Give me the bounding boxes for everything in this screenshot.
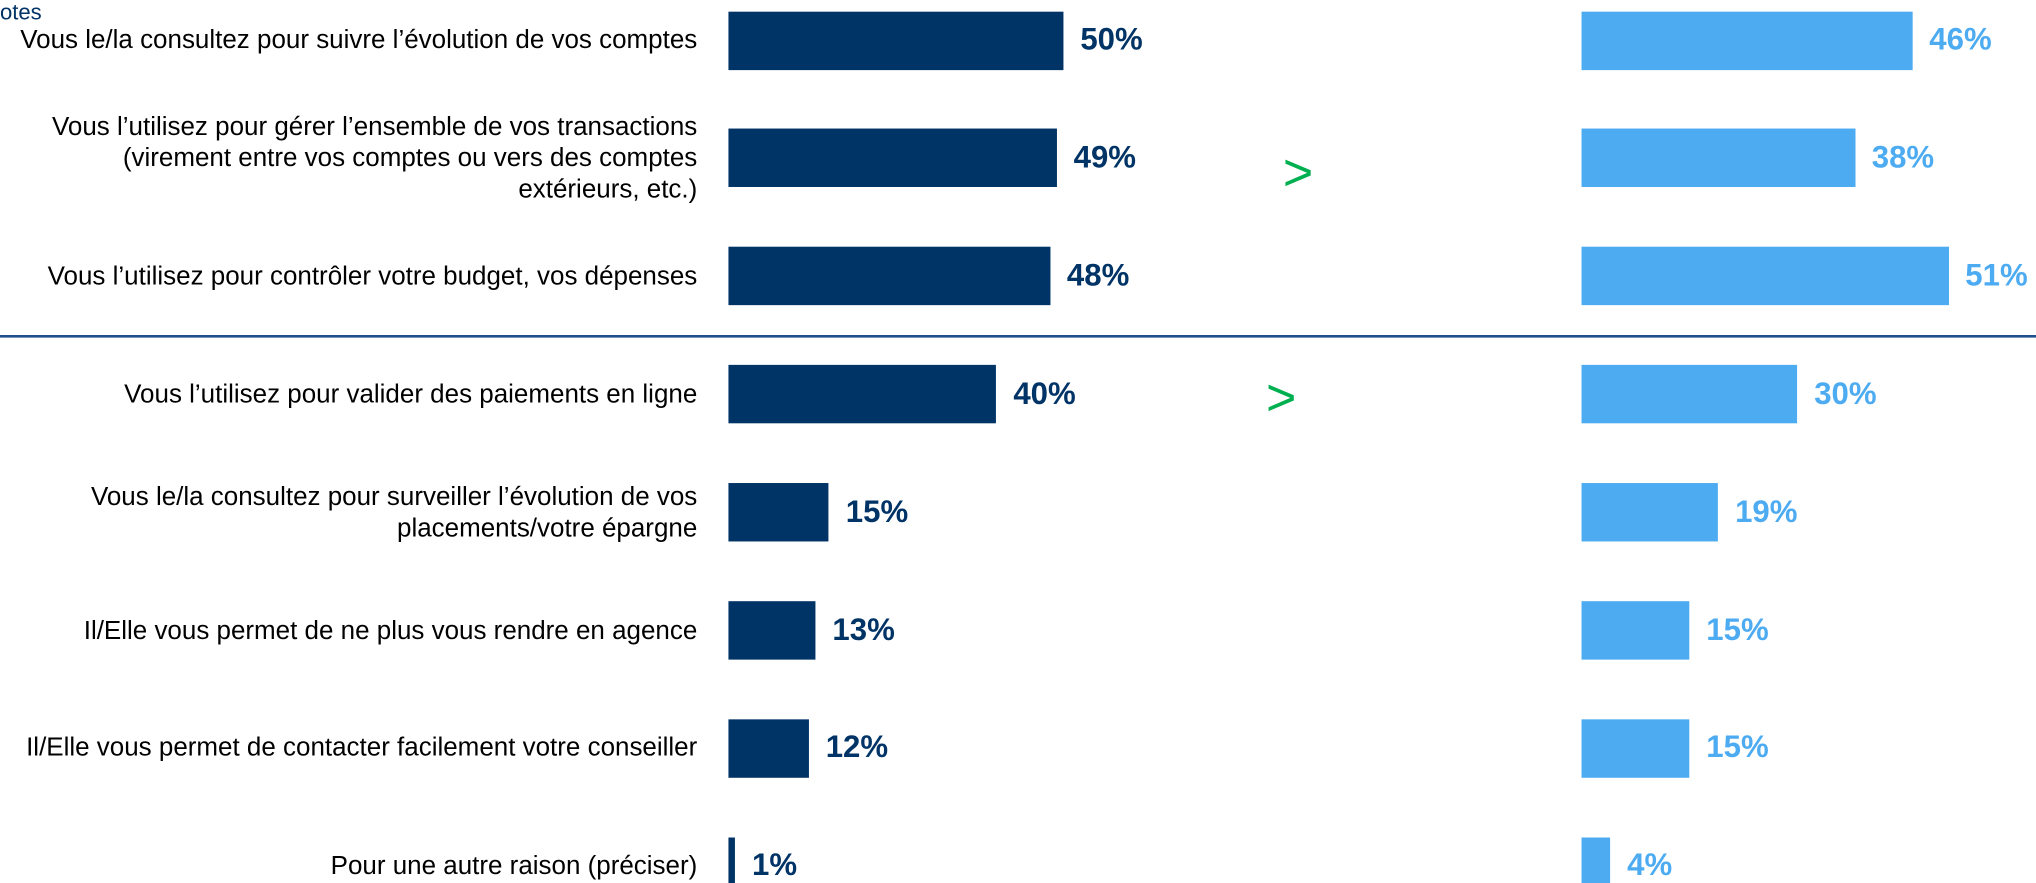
- bar: [1581, 11, 1913, 70]
- value-label: 13%: [832, 612, 895, 648]
- bar: [1581, 837, 1611, 883]
- value-label: 19%: [1735, 494, 1798, 530]
- category-label: Pour une autre raison (préciser): [330, 852, 698, 881]
- note: otes: [0, 0, 42, 25]
- bar: [728, 11, 1064, 70]
- value-label: 40%: [1013, 376, 1076, 412]
- bar: [728, 483, 829, 542]
- value-label: 30%: [1814, 376, 1877, 412]
- bar: [1581, 365, 1798, 424]
- bar: [728, 129, 1057, 188]
- bar: [1581, 601, 1690, 660]
- bar: [1581, 483, 1719, 542]
- value-label: 15%: [1706, 612, 1769, 648]
- bar: [1581, 719, 1690, 778]
- category-label: Il/Elle vous permet de contacter facilem…: [26, 734, 698, 763]
- bar: [728, 601, 816, 660]
- value-label: 1%: [752, 848, 798, 883]
- value-label: 12%: [825, 730, 889, 766]
- value-label: 4%: [1627, 848, 1673, 883]
- category-label: Vous l’utilisez pour gérer l’ensemble de…: [52, 112, 698, 204]
- category-label: Vous l’utilisez pour valider des paiemen…: [124, 380, 698, 409]
- value-label: 51%: [1965, 258, 2028, 294]
- value-label: 38%: [1871, 140, 1935, 176]
- category-label: Vous le/la consultez pour suivre l’évolu…: [20, 25, 698, 55]
- bar: [728, 837, 736, 883]
- category-label: Vous le/la consultez pour surveiller l’é…: [90, 482, 698, 543]
- bar: [1581, 247, 1949, 306]
- value-label: 48%: [1066, 258, 1130, 294]
- annotation: >: [1282, 144, 1314, 202]
- value-label: 15%: [1706, 730, 1769, 766]
- value-label: 46%: [1929, 22, 1992, 58]
- bar: [728, 247, 1051, 306]
- bar: [728, 719, 809, 778]
- value-label: 15%: [845, 494, 909, 530]
- bar: [728, 365, 997, 424]
- category-label: Vous l’utilisez pour contrôler votre bud…: [47, 262, 698, 291]
- category-label: Il/Elle vous permet de ne plus vous rend…: [83, 616, 698, 645]
- bar: [1581, 129, 1855, 188]
- value-label: 50%: [1080, 22, 1143, 58]
- annotation: >: [1266, 369, 1297, 427]
- value-label: 49%: [1073, 140, 1136, 176]
- separator: [0, 335, 2036, 338]
